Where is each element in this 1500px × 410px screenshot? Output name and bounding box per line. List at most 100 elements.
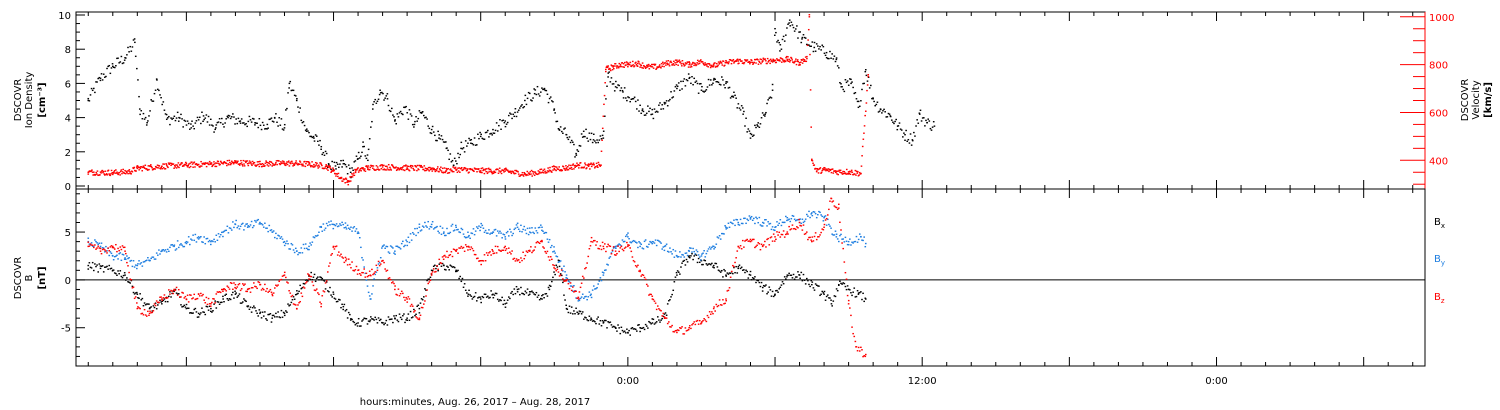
- velocity-dot: [308, 162, 311, 164]
- By-dot: [209, 243, 212, 246]
- density-point: [362, 145, 364, 148]
- Bx-dot: [507, 296, 510, 298]
- Bx-dot: [170, 296, 172, 298]
- Bz-dot: [520, 257, 522, 259]
- velocity-dot: [127, 170, 130, 172]
- Bx-dot: [847, 288, 850, 291]
- velocity-dot: [369, 166, 372, 169]
- Bz-dot: [736, 250, 739, 252]
- density-dot: [651, 108, 654, 111]
- velocity-dot: [269, 164, 272, 166]
- Bz-dot: [765, 246, 767, 248]
- Bx-dot: [189, 312, 191, 314]
- Bz-dot: [392, 281, 394, 283]
- Bx-dot: [581, 311, 584, 313]
- Bx-dot: [463, 283, 466, 285]
- By-dot: [183, 245, 186, 248]
- density-dot: [397, 116, 400, 118]
- density-dot: [925, 119, 927, 122]
- Bz-dot: [700, 323, 702, 325]
- Bx-point: [210, 307, 212, 310]
- By-dot: [608, 257, 611, 259]
- Bz-dot: [264, 283, 266, 286]
- density-dot: [555, 120, 558, 123]
- density-dot: [100, 73, 103, 75]
- velocity-dot: [184, 163, 186, 166]
- By-dot: [158, 249, 160, 251]
- Bz-dot: [133, 297, 136, 300]
- Bx-dot: [587, 319, 590, 322]
- Bx-dot: [386, 324, 389, 326]
- Bx-dot: [406, 319, 409, 322]
- legend-subscript: z: [1441, 297, 1445, 305]
- Bz-dot: [515, 258, 518, 260]
- Bx-dot: [756, 279, 758, 281]
- velocity-dot: [90, 170, 93, 172]
- velocity-dot: [830, 169, 832, 171]
- By-point: [308, 245, 310, 248]
- velocity-dot: [706, 65, 708, 67]
- velocity-dot: [257, 163, 259, 166]
- Bx-dot: [599, 319, 602, 322]
- velocity-dot: [197, 163, 200, 166]
- velocity-dot: [489, 168, 492, 171]
- By-dot: [468, 234, 470, 237]
- velocity-dot: [665, 64, 667, 66]
- Bx-dot: [398, 313, 401, 315]
- density-dot: [683, 78, 686, 80]
- Bx-dot: [132, 291, 135, 294]
- Bx-dot: [498, 300, 500, 302]
- density-dot: [865, 74, 868, 77]
- velocity-dot: [294, 162, 297, 164]
- density-point: [688, 77, 690, 79]
- Bz-dot: [556, 268, 559, 271]
- velocity-dot: [497, 168, 499, 171]
- Bx-dot: [361, 320, 363, 322]
- By-dot: [547, 241, 550, 243]
- Bz-dot: [234, 286, 236, 289]
- By-dot: [718, 235, 721, 237]
- density-dot: [821, 44, 824, 46]
- density-dot: [796, 25, 798, 27]
- density-dot: [416, 120, 418, 122]
- Bz-dot: [714, 310, 716, 312]
- velocity-dot: [131, 171, 134, 173]
- Bz-dot: [578, 291, 581, 293]
- velocity-dot: [603, 103, 605, 106]
- density-point: [835, 58, 838, 61]
- density-dot: [914, 135, 916, 137]
- Bz-dot: [676, 329, 679, 331]
- density-dot: [905, 129, 907, 132]
- velocity-dot: [790, 57, 793, 60]
- By-dot: [544, 231, 547, 234]
- velocity-dot: [666, 63, 669, 66]
- By-dot: [702, 252, 704, 254]
- velocity-dot: [663, 65, 665, 68]
- Bx-dot: [226, 297, 229, 300]
- velocity-dot: [161, 165, 163, 167]
- density-dot: [598, 139, 601, 141]
- By-dot: [458, 231, 460, 233]
- density-dot: [281, 128, 284, 130]
- By-dot: [755, 216, 757, 218]
- Bx-dot: [837, 284, 840, 286]
- Bz-dot: [239, 289, 242, 292]
- Bz-dot: [230, 282, 233, 285]
- By-dot: [522, 228, 524, 231]
- density-dot: [654, 111, 657, 113]
- density-dot: [622, 97, 625, 99]
- By-dot: [506, 230, 509, 233]
- By-dot: [828, 223, 830, 226]
- Bx-dot: [773, 294, 776, 296]
- Bx-dot: [270, 321, 273, 323]
- density-dot: [577, 150, 580, 153]
- velocity-dot: [230, 162, 232, 165]
- By-dot: [584, 296, 586, 298]
- Bz-dot: [860, 346, 862, 349]
- By-dot: [488, 229, 490, 231]
- By-dot: [480, 222, 482, 225]
- By-dot: [633, 240, 636, 242]
- density-point: [788, 19, 791, 21]
- By-dot: [524, 229, 527, 231]
- By-dot: [418, 223, 421, 225]
